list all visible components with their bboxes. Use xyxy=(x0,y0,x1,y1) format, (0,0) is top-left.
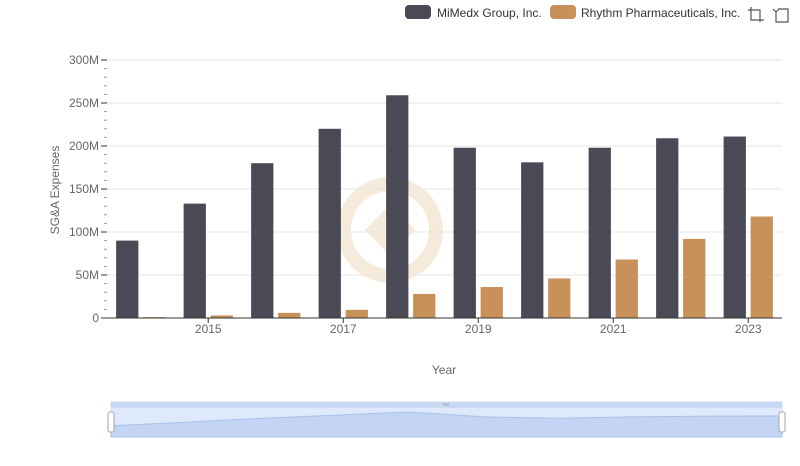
bar-rhythm[interactable] xyxy=(480,287,503,318)
legend-swatch-mimedx xyxy=(405,5,431,19)
bar-rhythm[interactable] xyxy=(345,309,368,318)
bar-mimedx[interactable] xyxy=(251,163,274,318)
y-axis-ticks: 0 50M 100M 150M 200M 250M 300M xyxy=(69,53,107,325)
y-tick-label: 50M xyxy=(76,268,99,282)
crop-reset-icon[interactable] xyxy=(770,5,790,25)
bar-rhythm[interactable] xyxy=(683,238,706,318)
x-tick-label: 2015 xyxy=(195,322,222,336)
y-tick-label: 150M xyxy=(69,182,99,196)
y-minor-ticks xyxy=(104,68,107,310)
navigator-grip-icon xyxy=(443,403,449,406)
y-tick-label: 0 xyxy=(92,311,99,325)
legend: MiMedx Group, Inc. Rhythm Pharmaceutical… xyxy=(405,5,740,20)
bar-rhythm[interactable] xyxy=(278,312,301,318)
navigator-handle-right[interactable] xyxy=(778,411,786,433)
y-tick-label: 300M xyxy=(69,53,99,67)
bar-mimedx[interactable] xyxy=(386,95,409,318)
x-axis-ticks: 2015 2017 2019 2021 2023 xyxy=(195,318,762,336)
x-tick-label: 2021 xyxy=(600,322,627,336)
y-tick-label: 100M xyxy=(69,225,99,239)
x-axis-label: Year xyxy=(432,363,456,377)
bar-mimedx[interactable] xyxy=(656,138,679,318)
bar-mimedx[interactable] xyxy=(183,203,206,318)
grid xyxy=(107,59,782,276)
navigator-preview-area xyxy=(110,411,783,438)
y-axis-label: SG&A Expenses xyxy=(48,146,62,235)
legend-item-rhythm[interactable]: Rhythm Pharmaceuticals, Inc. xyxy=(550,5,740,20)
bar-rhythm[interactable] xyxy=(210,315,233,318)
series-rhythm-bars xyxy=(143,216,773,318)
navigator-handle-left[interactable] xyxy=(107,411,115,433)
bar-mimedx[interactable] xyxy=(588,147,611,318)
bar-rhythm[interactable] xyxy=(548,278,571,318)
bar-mimedx[interactable] xyxy=(116,240,139,318)
bar-mimedx[interactable] xyxy=(453,147,476,318)
series-mimedx-bars xyxy=(116,95,746,318)
y-tick-label: 200M xyxy=(69,139,99,153)
legend-label-mimedx: MiMedx Group, Inc. xyxy=(437,6,542,20)
legend-item-mimedx[interactable]: MiMedx Group, Inc. xyxy=(405,5,542,20)
bar-rhythm[interactable] xyxy=(750,216,773,318)
y-tick-label: 250M xyxy=(69,96,99,110)
data-zoom-navigator[interactable] xyxy=(107,401,786,438)
bar-rhythm[interactable] xyxy=(413,293,436,318)
bar-mimedx[interactable] xyxy=(521,162,544,318)
legend-swatch-rhythm xyxy=(550,5,576,19)
bar-rhythm[interactable] xyxy=(615,259,638,318)
bar-mimedx[interactable] xyxy=(318,128,341,318)
x-tick-label: 2019 xyxy=(465,322,492,336)
legend-label-rhythm: Rhythm Pharmaceuticals, Inc. xyxy=(581,6,740,20)
x-tick-label: 2023 xyxy=(735,322,762,336)
x-tick-label: 2017 xyxy=(330,322,357,336)
crop-icon[interactable] xyxy=(744,5,764,25)
bar-mimedx[interactable] xyxy=(723,136,746,318)
